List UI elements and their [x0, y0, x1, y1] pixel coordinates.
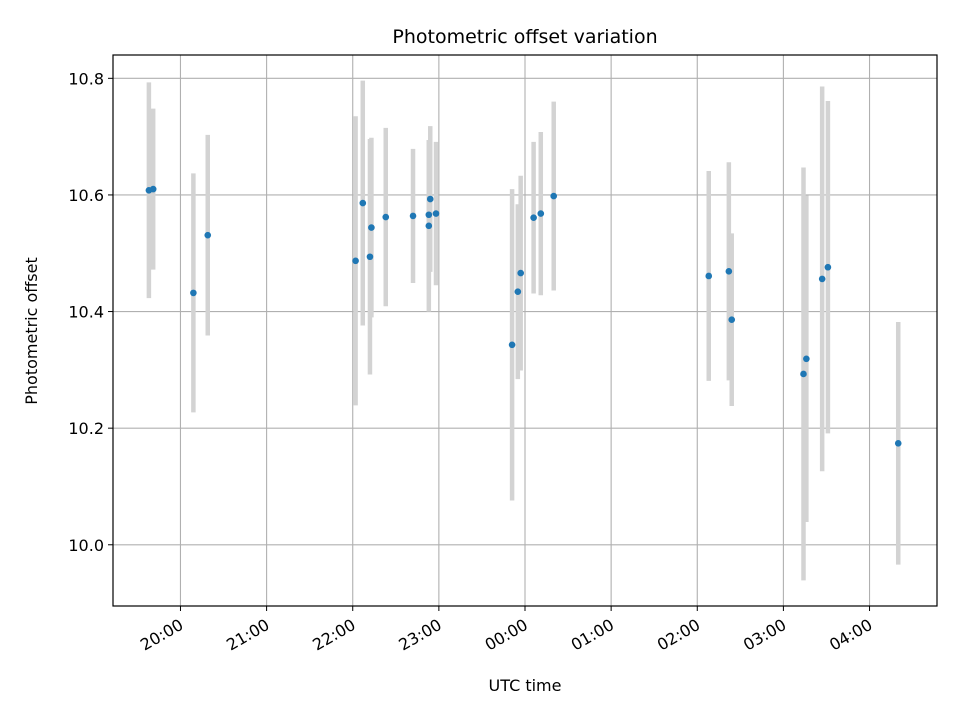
y-tick-label: 10.0 [68, 536, 104, 555]
chart-title: Photometric offset variation [392, 26, 657, 48]
data-point [818, 275, 826, 283]
data-point [204, 231, 212, 239]
data-point [425, 211, 433, 219]
data-points [145, 185, 902, 447]
y-axis: 10.0 10.2 10.4 10.6 10.8 [68, 69, 113, 555]
data-point [149, 185, 157, 193]
data-point [352, 257, 359, 265]
data-point [432, 210, 440, 217]
x-axis-label: UTC time [489, 676, 562, 695]
data-point [550, 192, 558, 200]
data-point [824, 263, 832, 271]
y-tick-label: 10.2 [68, 419, 104, 438]
data-point [728, 316, 736, 324]
data-point [894, 440, 902, 447]
data-point [530, 214, 537, 221]
data-point [508, 341, 516, 349]
data-point [705, 272, 713, 280]
data-point [366, 253, 374, 261]
y-tick-label: 10.8 [68, 69, 104, 88]
y-axis-label: Photometric offset [22, 257, 41, 405]
grid [113, 55, 937, 606]
data-point [382, 213, 390, 221]
data-point [368, 224, 375, 231]
data-point [426, 195, 434, 203]
data-point [803, 355, 810, 363]
data-point [517, 269, 524, 277]
y-tick-label: 10.4 [68, 303, 104, 322]
y-tick-label: 10.6 [68, 186, 104, 205]
data-point [514, 288, 522, 296]
data-point [800, 370, 807, 378]
data-point [425, 222, 433, 230]
data-point [725, 268, 733, 275]
data-point [359, 199, 367, 207]
data-point [409, 212, 417, 220]
data-point [537, 210, 545, 217]
data-point [190, 289, 197, 297]
